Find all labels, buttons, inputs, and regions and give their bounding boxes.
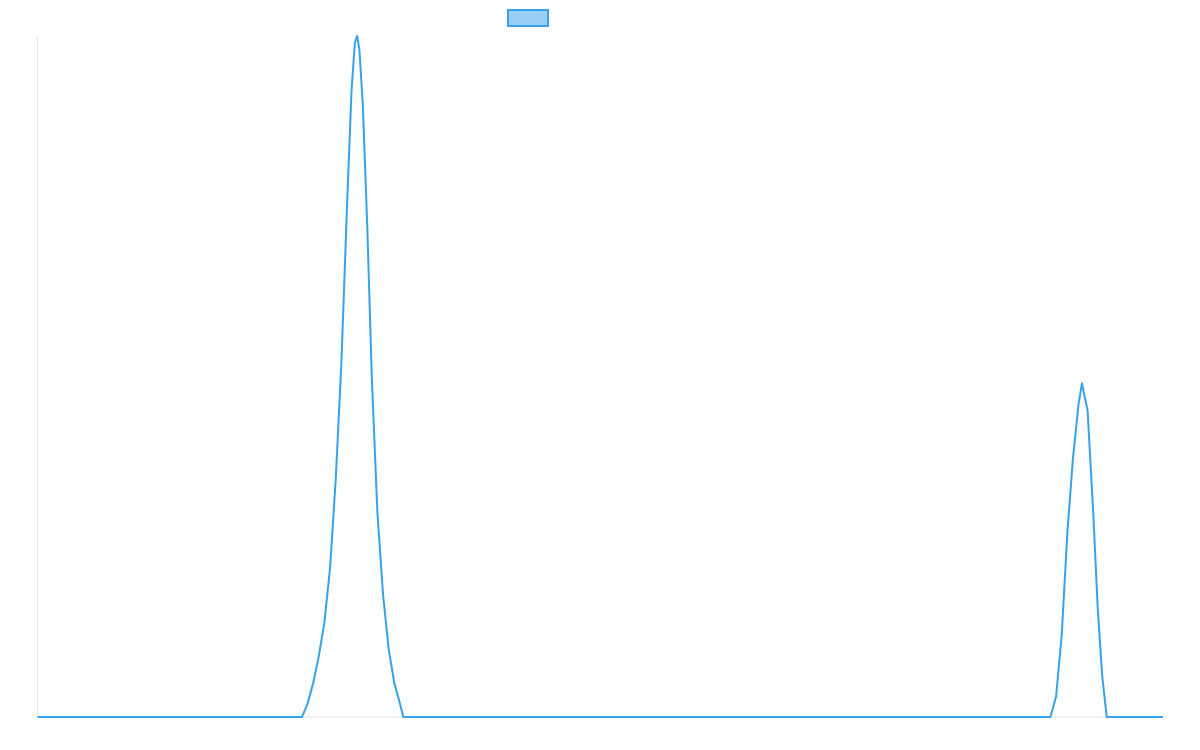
series-line-0[interactable] (37, 35, 1164, 718)
series-layer (37, 35, 1164, 718)
legend-color-box[interactable] (507, 9, 549, 27)
